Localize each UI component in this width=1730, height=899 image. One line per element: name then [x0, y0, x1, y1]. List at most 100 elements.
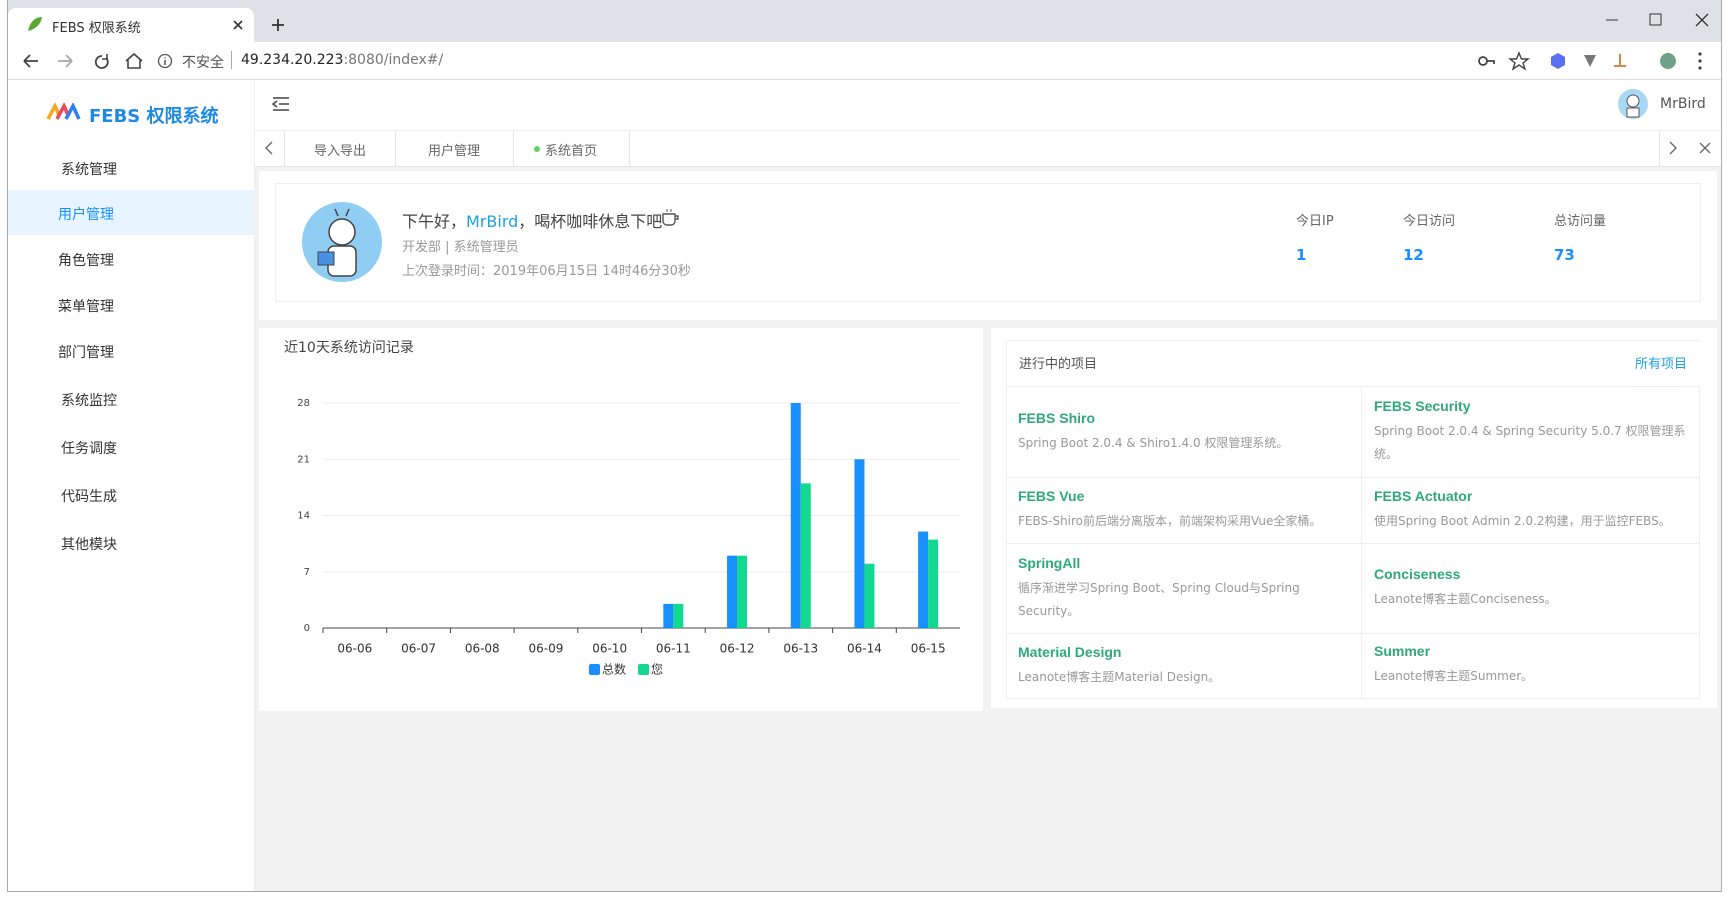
project-name: FEBS Security [1374, 398, 1471, 414]
project-desc: 循序渐进学习Spring Boot、Spring Cloud与Spring Se… [1018, 580, 1300, 618]
project-cell[interactable]: FEBS Vue FEBS-Shiro前后端分离版本，前端架构采用Vue全家桶。 [1006, 478, 1362, 544]
nav-buttons[interactable] [18, 50, 148, 72]
project-cell[interactable]: Material Design Leanote博客主题Material Desig… [1006, 634, 1362, 699]
legend-label[interactable]: 总数 [602, 662, 626, 677]
legend-label[interactable]: 您 [651, 662, 663, 677]
submenu-item[interactable]: 角色管理 [58, 253, 114, 269]
project-cell[interactable]: FEBS Shiro Spring Boot 2.0.4 & Shiro1.4.0… [1006, 387, 1362, 478]
project-cell[interactable]: Conciseness Leanote博客主题Conciseness。 [1362, 544, 1700, 634]
tab-border [513, 131, 514, 166]
tab-strip [8, 0, 1722, 42]
projects-title: 进行中的项目 [1019, 357, 1098, 372]
projects-all-link[interactable]: 所有项目 [1634, 357, 1687, 372]
tabs-right[interactable] [1667, 140, 1679, 156]
new-tab[interactable] [270, 17, 286, 33]
project-desc-part: Summer。 [1470, 668, 1534, 683]
tab-border [629, 131, 630, 166]
project-name: FEBS Vue [1018, 488, 1085, 504]
divider [1659, 131, 1660, 166]
project-desc-part: Leanote博客主题 [1374, 668, 1471, 683]
welcome-dept: 开发部 | 系统管理员 [402, 240, 519, 255]
tab-active-dot [534, 146, 540, 152]
y-tick-label: 7 [304, 567, 310, 578]
projects-card [991, 328, 1717, 708]
menu-item[interactable]: 系统管理 [61, 162, 117, 178]
stat-label: 今日访问 [1403, 214, 1456, 229]
projects-table [1006, 340, 1700, 698]
submenu-item[interactable]: 部门管理 [58, 345, 114, 361]
tab[interactable]: 用户管理 [427, 144, 480, 159]
greeting: 下午好，MrBird，喝杯咖啡休息下吧 [402, 208, 662, 232]
url[interactable]: 49.234.20.223:8080/index#/ [241, 52, 443, 68]
bar [864, 563, 875, 628]
bar [727, 555, 738, 628]
project-name: Conciseness [1374, 566, 1461, 582]
menu-item[interactable]: 其他模块 [61, 537, 117, 553]
y-tick-label: 28 [297, 398, 310, 409]
project-cell[interactable]: SpringAll 循序渐进学习Spring Boot、Spring Cloud与… [1006, 544, 1362, 634]
x-tick-label: 06-13 [783, 642, 818, 656]
project-desc: Leanote博客主题Summer。 [1374, 665, 1687, 690]
tab-border [395, 131, 396, 166]
y-tick-label: 0 [304, 623, 310, 634]
tab[interactable]: 导入导出 [313, 144, 366, 159]
stat-value: 1 [1296, 246, 1307, 264]
stat-label: 总访问量 [1554, 214, 1607, 229]
project-desc: 使用Spring Boot Admin 2.0.2构建，用于监控FEBS。 [1374, 514, 1671, 528]
x-tick-label: 06-11 [656, 642, 691, 656]
menu-item[interactable]: 任务调度 [61, 441, 117, 457]
window-border [7, 0, 8, 892]
tab-close[interactable] [232, 19, 244, 31]
bar [673, 603, 684, 628]
greeting-start: 下午好， [402, 212, 467, 231]
header [255, 80, 1721, 131]
tab[interactable]: 系统首页 [544, 144, 597, 159]
submenu-item[interactable]: 菜单管理 [58, 299, 114, 315]
y-tick-label: 21 [297, 454, 310, 465]
menu-item[interactable]: 系统监控 [61, 393, 117, 409]
stat-value: 12 [1403, 246, 1424, 264]
bar [918, 531, 929, 628]
bar [800, 483, 811, 628]
user-avatar[interactable] [1617, 88, 1649, 120]
legend-swatch[interactable] [638, 664, 650, 675]
security-label: 不安全 [182, 55, 224, 71]
project-cell[interactable]: FEBS Actuator 使用Spring Boot Admin 2.0.2构建… [1362, 478, 1700, 544]
x-tick-label: 06-09 [529, 642, 564, 656]
address-bar [8, 42, 1722, 80]
welcome-card [275, 183, 1701, 302]
menu-toggle[interactable] [272, 96, 290, 112]
tabs-left[interactable] [263, 140, 275, 156]
tab-bar [255, 131, 1721, 167]
x-tick-label: 06-12 [720, 642, 755, 656]
stat-value: 73 [1554, 246, 1575, 264]
browser-tab[interactable] [8, 8, 254, 42]
project-cell[interactable]: FEBS Security Spring Boot 2.0.4 & Spring … [1362, 387, 1700, 478]
logo-text: FEBS 权限系统 [89, 106, 219, 127]
header-user[interactable]: MrBird [1660, 96, 1706, 112]
x-tick-label: 06-15 [911, 642, 946, 656]
divider [284, 131, 285, 166]
window-border [1721, 0, 1722, 892]
x-tick-label: 06-08 [465, 642, 500, 656]
window-controls[interactable] [1596, 8, 1722, 32]
legend-swatch[interactable] [589, 664, 600, 675]
bar [737, 555, 748, 628]
tabs-close[interactable] [1699, 142, 1711, 154]
coffee-icon [662, 209, 679, 226]
favicon [28, 17, 42, 31]
submenu-item[interactable]: 用户管理 [58, 207, 114, 223]
toolbar-icons[interactable] [1474, 50, 1714, 72]
x-tick-label: 06-10 [592, 642, 627, 656]
project-cell[interactable]: Summer Leanote博客主题Summer。 [1362, 634, 1700, 699]
project-name: Material Design [1018, 643, 1122, 660]
x-tick-label: 06-14 [847, 642, 882, 656]
active-menu-bg [8, 190, 254, 235]
greeting-user: MrBird [466, 212, 519, 231]
bar [854, 459, 865, 628]
x-tick-label: 06-07 [401, 642, 436, 656]
menu-item[interactable]: 代码生成 [61, 489, 117, 505]
tab-title: FEBS 权限系统 [52, 21, 141, 36]
info-icon[interactable] [157, 53, 173, 69]
url-host: 49.234.20.223 [241, 52, 344, 68]
